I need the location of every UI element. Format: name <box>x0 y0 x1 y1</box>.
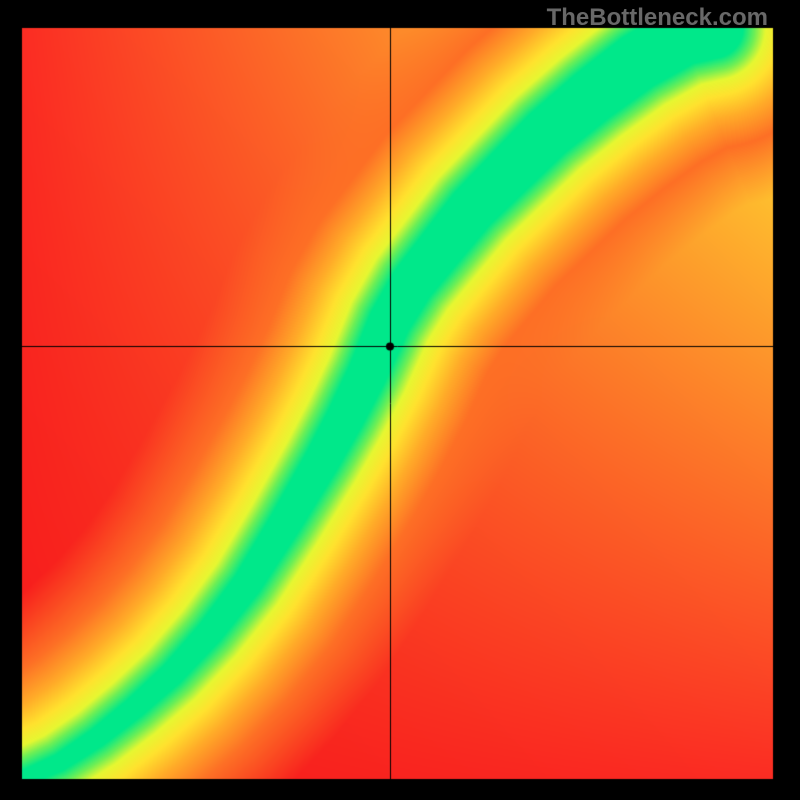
watermark-text: TheBottleneck.com <box>547 4 768 32</box>
heatmap-canvas <box>0 0 800 800</box>
chart-container: TheBottleneck.com <box>0 0 800 800</box>
